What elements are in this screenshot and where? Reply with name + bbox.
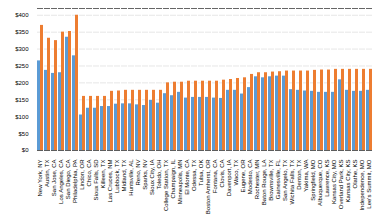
svg-text:Kansas City, KS: Kansas City, KS [345, 160, 351, 203]
svg-text:$100: $100 [15, 114, 29, 120]
svg-text:Springfield, MO: Springfield, MO [310, 159, 316, 201]
svg-text:Denton, TX: Denton, TX [296, 160, 302, 190]
svg-text:San Jose, CA: San Jose, CA [51, 160, 57, 197]
svg-text:Sparks, NV: Sparks, NV [142, 160, 148, 190]
svg-text:Baton Rouge, LA: Baton Rouge, LA [261, 160, 267, 206]
svg-text:$0: $0 [22, 147, 29, 153]
svg-text:Minneapolis, MN: Minneapolis, MN [177, 160, 183, 205]
svg-text:$350: $350 [15, 29, 29, 35]
svg-text:Reno, NV: Reno, NV [135, 160, 141, 186]
svg-text:Tulsa, OK: Tulsa, OK [198, 160, 204, 186]
svg-text:Lee's Summit, MO: Lee's Summit, MO [366, 159, 372, 208]
svg-text:Boston Amherst, OR: Boston Amherst, OR [205, 159, 211, 214]
svg-text:$150: $150 [15, 97, 29, 103]
svg-text:$300: $300 [15, 46, 29, 52]
svg-text:Rochester, MN: Rochester, MN [254, 160, 260, 200]
svg-text:San Angelo, TX: San Angelo, TX [282, 160, 288, 202]
svg-text:Lawrence, KS: Lawrence, KS [324, 160, 330, 197]
svg-text:Albuquerque, CO: Albuquerque, CO [317, 159, 323, 206]
svg-text:Lindon, OR: Lindon, OR [79, 159, 85, 190]
svg-text:Austin, TX: Austin, TX [44, 160, 50, 188]
svg-text:$200: $200 [15, 80, 29, 86]
svg-text:Las Cruces, NM: Las Cruces, NM [107, 160, 113, 203]
svg-text:$250: $250 [15, 63, 29, 69]
svg-text:Independence, MO: Independence, MO [359, 159, 365, 210]
svg-text:Sioux Falls, SD: Sioux Falls, SD [93, 159, 99, 201]
svg-text:Philadelphia, PA: Philadelphia, PA [72, 160, 78, 204]
svg-text:Toledo, OH: Toledo, OH [156, 160, 162, 190]
svg-text:Clovis, CA: Clovis, CA [219, 160, 225, 188]
svg-text:Brownsville, TX: Brownsville, TX [268, 160, 274, 201]
svg-text:Odessa, TX: Odessa, TX [191, 160, 197, 192]
svg-text:Eugene, OR: Eugene, OR [240, 159, 246, 193]
svg-text:$50: $50 [18, 131, 29, 137]
svg-text:Los Angeles, CA: Los Angeles, CA [58, 160, 64, 204]
svg-text:Gainesville, FL: Gainesville, FL [275, 159, 281, 199]
svg-text:Waco, TX: Waco, TX [233, 160, 239, 186]
svg-text:Killeen, TX: Killeen, TX [100, 160, 106, 189]
svg-text:Overland Park, KS: Overland Park, KS [338, 160, 344, 210]
svg-text:Olathe, KS: Olathe, KS [352, 160, 358, 189]
svg-text:Lubbock, TX: Lubbock, TX [114, 160, 120, 194]
svg-text:Champaign, IL: Champaign, IL [170, 159, 176, 199]
svg-text:College Station, TX: College Station, TX [163, 160, 169, 212]
svg-text:Wichita Falls, TX: Wichita Falls, TX [289, 160, 295, 205]
svg-text:Davenport, IA: Davenport, IA [226, 160, 232, 197]
svg-text:Kansas City, MO: Kansas City, MO [331, 159, 337, 204]
svg-text:Huntsville, AL: Huntsville, AL [128, 159, 134, 196]
svg-text:Fontana, CA: Fontana, CA [212, 160, 218, 194]
svg-text:Chico, CA: Chico, CA [86, 160, 92, 187]
svg-text:Sioux City, IA: Sioux City, IA [149, 160, 155, 196]
svg-text:New York, NY: New York, NY [37, 160, 43, 197]
svg-text:Modesto, CA: Modesto, CA [247, 160, 253, 195]
svg-text:San Diego, CA: San Diego, CA [65, 160, 71, 200]
svg-text:Yakima, WA: Yakima, WA [303, 160, 309, 192]
svg-text:Midland, TX: Midland, TX [121, 160, 127, 192]
svg-text:El Monte, CA: El Monte, CA [184, 160, 190, 195]
svg-text:$400: $400 [15, 12, 29, 18]
